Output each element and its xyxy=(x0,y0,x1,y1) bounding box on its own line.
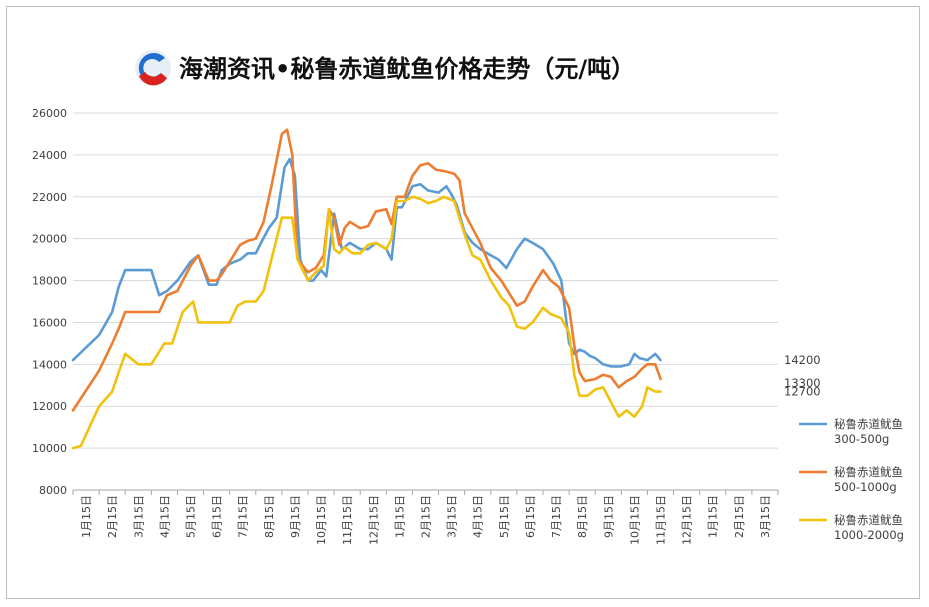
y-tick-label: 26000 xyxy=(32,107,67,120)
x-tick-label: 10月15日 xyxy=(628,495,641,545)
x-tick-label: 6月15日 xyxy=(524,495,537,538)
brand-logo xyxy=(135,50,171,86)
x-tick-label: 6月15日 xyxy=(211,495,224,538)
y-tick-label: 24000 xyxy=(32,149,67,162)
x-tick-label: 3月15日 xyxy=(446,495,459,538)
x-tick-label: 12月15日 xyxy=(367,495,380,545)
legend-label-size: 1000-2000g xyxy=(834,528,904,542)
x-tick-label: 10月15日 xyxy=(315,495,328,545)
x-tick-label: 8月15日 xyxy=(263,495,276,538)
series-line-2 xyxy=(71,128,662,412)
y-tick-label: 18000 xyxy=(32,275,67,288)
x-axis-ticks: 1月15日 2月15日 3月15日 4月15日 5月15日 6月15日 7月15日 8月15日… xyxy=(72,490,779,545)
end-value-label: 13300 xyxy=(784,376,821,390)
legend-label: 秘鲁赤道鱿鱼 xyxy=(834,417,903,431)
x-tick-label: 9月15日 xyxy=(602,495,615,538)
y-tick-label: 16000 xyxy=(32,316,67,329)
x-tick-label: 7月15日 xyxy=(550,495,563,538)
legend-label-size: 300-500g xyxy=(834,432,889,446)
legend-label: 秘鲁赤道鱿鱼 xyxy=(834,513,903,527)
chart-canvas: 海潮资讯•秘鲁赤道鱿鱼价格走势（元/吨） 26000 24000 22000 2000… xyxy=(32,50,904,545)
legend-label: 秘鲁赤道鱿鱼 xyxy=(834,465,903,479)
x-tick-label: 4月15日 xyxy=(158,495,171,538)
x-tick-label: 11月15日 xyxy=(341,495,354,545)
y-axis-ticks: 26000 24000 22000 20000 18000 16000 14000 12000… xyxy=(32,107,67,497)
x-tick-label: 1月15日 xyxy=(393,495,406,538)
y-tick-label: 14000 xyxy=(32,358,67,371)
chart-title: 海潮资讯•秘鲁赤道鱿鱼价格走势（元/吨） xyxy=(179,55,635,83)
x-tick-label: 11月15日 xyxy=(655,495,668,545)
series-line-1 xyxy=(71,157,662,368)
chart-frame: 海潮资讯•秘鲁赤道鱿鱼价格走势（元/吨） 26000 24000 22000 2000… xyxy=(6,6,920,599)
y-tick-label: 10000 xyxy=(32,442,67,455)
x-tick-label: 3月15日 xyxy=(759,495,772,538)
x-tick-label: 5月15日 xyxy=(185,495,198,538)
series-lines xyxy=(71,128,662,450)
y-tick-label: 22000 xyxy=(32,191,67,204)
x-tick-label: 5月15日 xyxy=(498,495,511,538)
end-value-label: 14200 xyxy=(784,353,821,367)
x-tick-label: 8月15日 xyxy=(576,495,589,538)
x-tick-label: 4月15日 xyxy=(472,495,485,538)
x-tick-label: 2月15日 xyxy=(733,495,746,538)
series-line-3 xyxy=(71,195,662,450)
y-tick-label: 8000 xyxy=(39,484,67,497)
y-tick-label: 20000 xyxy=(32,233,67,246)
x-tick-label: 1月15日 xyxy=(707,495,720,538)
x-tick-label: 1月15日 xyxy=(80,495,93,538)
legend: 秘鲁赤道鱿鱼300-500g秘鲁赤道鱿鱼500-1000g秘鲁赤道鱿鱼1000-… xyxy=(799,417,904,542)
y-tick-label: 12000 xyxy=(32,400,67,413)
end-value-label: 12700 xyxy=(784,385,821,399)
x-tick-label: 12月15日 xyxy=(681,495,694,545)
legend-label-size: 500-1000g xyxy=(834,480,897,494)
grid-lines xyxy=(73,112,778,491)
x-tick-label: 7月15日 xyxy=(237,495,250,538)
x-tick-label: 9月15日 xyxy=(289,495,302,538)
x-tick-label: 2月15日 xyxy=(420,495,433,538)
x-tick-label: 2月15日 xyxy=(106,495,119,538)
x-tick-label: 3月15日 xyxy=(132,495,145,538)
